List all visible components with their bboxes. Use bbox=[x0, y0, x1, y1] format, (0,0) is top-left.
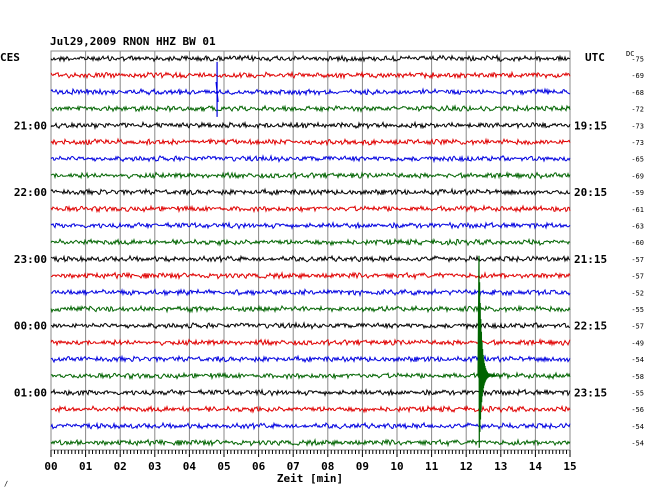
x-axis-label: Zeit [min] bbox=[277, 472, 343, 485]
seismic-trace bbox=[50, 221, 571, 230]
seismic-trace bbox=[50, 104, 571, 114]
dc-offset-label: -69 bbox=[631, 172, 644, 180]
seismic-event bbox=[215, 61, 219, 117]
seismic-trace bbox=[50, 288, 571, 298]
x-tick-label: 15 bbox=[563, 460, 576, 473]
dc-offset-label: -55 bbox=[631, 390, 644, 398]
dc-offset-label: -75 bbox=[631, 56, 644, 64]
x-tick-label: 11 bbox=[425, 460, 439, 473]
seismic-trace bbox=[50, 120, 571, 131]
right-hour-label: 19:15 bbox=[574, 119, 607, 132]
seismic-trace bbox=[50, 337, 571, 347]
dc-offset-label: -54 bbox=[631, 440, 644, 448]
dc-offset-label: -60 bbox=[631, 239, 644, 247]
dc-offset-label: -57 bbox=[631, 256, 644, 264]
dc-offset-label: -58 bbox=[631, 373, 644, 381]
right-hour-label: 20:15 bbox=[574, 186, 607, 199]
dc-offset-label: -49 bbox=[631, 339, 644, 347]
seismic-trace bbox=[50, 304, 571, 314]
x-tick-label: 00 bbox=[44, 460, 57, 473]
left-hour-label: 22:00 bbox=[14, 186, 47, 199]
seismic-trace bbox=[50, 170, 571, 180]
seismic-trace bbox=[50, 204, 571, 214]
x-tick-label: 02 bbox=[114, 460, 127, 473]
seismic-trace bbox=[50, 237, 571, 247]
dc-offset-label: -56 bbox=[631, 406, 644, 414]
dc-offset-label: -61 bbox=[631, 206, 644, 214]
dc-offset-label: -65 bbox=[631, 156, 644, 164]
trace-labels: 21:00 22:00 23:00 00:00 01:00 19:15 20:15 21:15… bbox=[14, 56, 644, 448]
seismic-trace bbox=[50, 137, 571, 147]
seismic-trace bbox=[50, 321, 571, 331]
x-axis: 00 01 02 03 04 05 06 07 08 09 10 11 12 13 14 15 bbox=[44, 450, 577, 473]
dc-offset-label: -57 bbox=[631, 323, 644, 331]
left-hour-label: 23:00 bbox=[14, 253, 47, 266]
right-zone-label: UTC bbox=[585, 51, 605, 64]
dc-offset-label: -72 bbox=[631, 106, 644, 114]
dc-offset-label: -63 bbox=[631, 223, 644, 231]
seismic-trace bbox=[50, 87, 571, 97]
seismic-trace bbox=[50, 388, 571, 397]
dc-offset-label: -68 bbox=[631, 89, 644, 97]
right-hour-label: 21:15 bbox=[574, 253, 607, 266]
dc-offset-label: -54 bbox=[631, 423, 644, 431]
dc-offset-label: -73 bbox=[631, 139, 644, 147]
footer-mark: ∕ bbox=[4, 480, 8, 488]
seismic-trace bbox=[50, 70, 571, 80]
dc-offset-label: -55 bbox=[631, 306, 644, 314]
seismic-trace bbox=[50, 354, 571, 364]
dc-offset-label: -54 bbox=[631, 356, 644, 364]
dc-label: DC bbox=[626, 50, 634, 58]
x-tick-label: 05 bbox=[217, 460, 230, 473]
chart-title: Jul29,2009 RNON HHZ BW 01 bbox=[50, 35, 216, 48]
left-hour-label: 00:00 bbox=[14, 320, 47, 333]
dc-offset-label: -73 bbox=[631, 122, 644, 130]
dc-offset-label: -52 bbox=[631, 289, 644, 297]
right-hour-label: 22:15 bbox=[574, 320, 607, 333]
seismic-trace bbox=[50, 421, 571, 431]
x-tick-label: 01 bbox=[79, 460, 93, 473]
left-hour-label: 21:00 bbox=[14, 119, 47, 132]
seismic-trace bbox=[50, 154, 571, 164]
x-tick-label: 07 bbox=[287, 460, 300, 473]
traces bbox=[50, 53, 571, 448]
x-tick-label: 08 bbox=[321, 460, 334, 473]
x-tick-label: 03 bbox=[148, 460, 161, 473]
seismic-trace bbox=[50, 271, 571, 281]
seismic-trace bbox=[50, 187, 571, 197]
x-tick-label: 12 bbox=[460, 460, 473, 473]
dc-offset-label: -59 bbox=[631, 189, 644, 197]
x-tick-label: 14 bbox=[529, 460, 543, 473]
seismic-trace bbox=[50, 53, 571, 63]
seismic-trace bbox=[50, 254, 571, 264]
left-hour-label: 01:00 bbox=[14, 387, 47, 400]
seismic-trace bbox=[50, 404, 571, 414]
right-hour-label: 23:15 bbox=[574, 387, 607, 400]
grid-lines bbox=[50, 50, 571, 451]
seismic-trace bbox=[50, 438, 571, 448]
x-tick-label: 13 bbox=[494, 460, 507, 473]
x-tick-label: 06 bbox=[252, 460, 266, 473]
x-tick-label: 10 bbox=[390, 460, 403, 473]
dc-offset-label: -57 bbox=[631, 273, 644, 281]
dc-offset-label: -69 bbox=[631, 72, 644, 80]
x-tick-label: 04 bbox=[183, 460, 197, 473]
seismic-event bbox=[477, 255, 503, 448]
left-zone-label: CES bbox=[0, 51, 20, 64]
x-tick-label: 09 bbox=[356, 460, 369, 473]
